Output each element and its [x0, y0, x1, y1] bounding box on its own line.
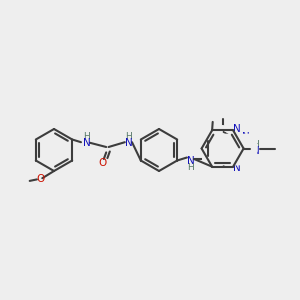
- Text: N: N: [124, 138, 132, 148]
- Text: H: H: [125, 132, 132, 141]
- Text: N: N: [187, 155, 194, 166]
- Text: N: N: [252, 146, 260, 156]
- Text: H: H: [187, 164, 194, 172]
- Bar: [220, 134, 256, 164]
- Text: N: N: [233, 124, 241, 134]
- Text: N: N: [242, 155, 250, 166]
- Text: H: H: [83, 132, 90, 141]
- Text: N: N: [242, 131, 250, 142]
- Text: O: O: [99, 158, 107, 168]
- Text: N: N: [233, 163, 241, 173]
- Text: O: O: [36, 174, 45, 184]
- Bar: [220, 134, 256, 164]
- Text: H: H: [252, 140, 259, 149]
- Text: N: N: [82, 138, 90, 148]
